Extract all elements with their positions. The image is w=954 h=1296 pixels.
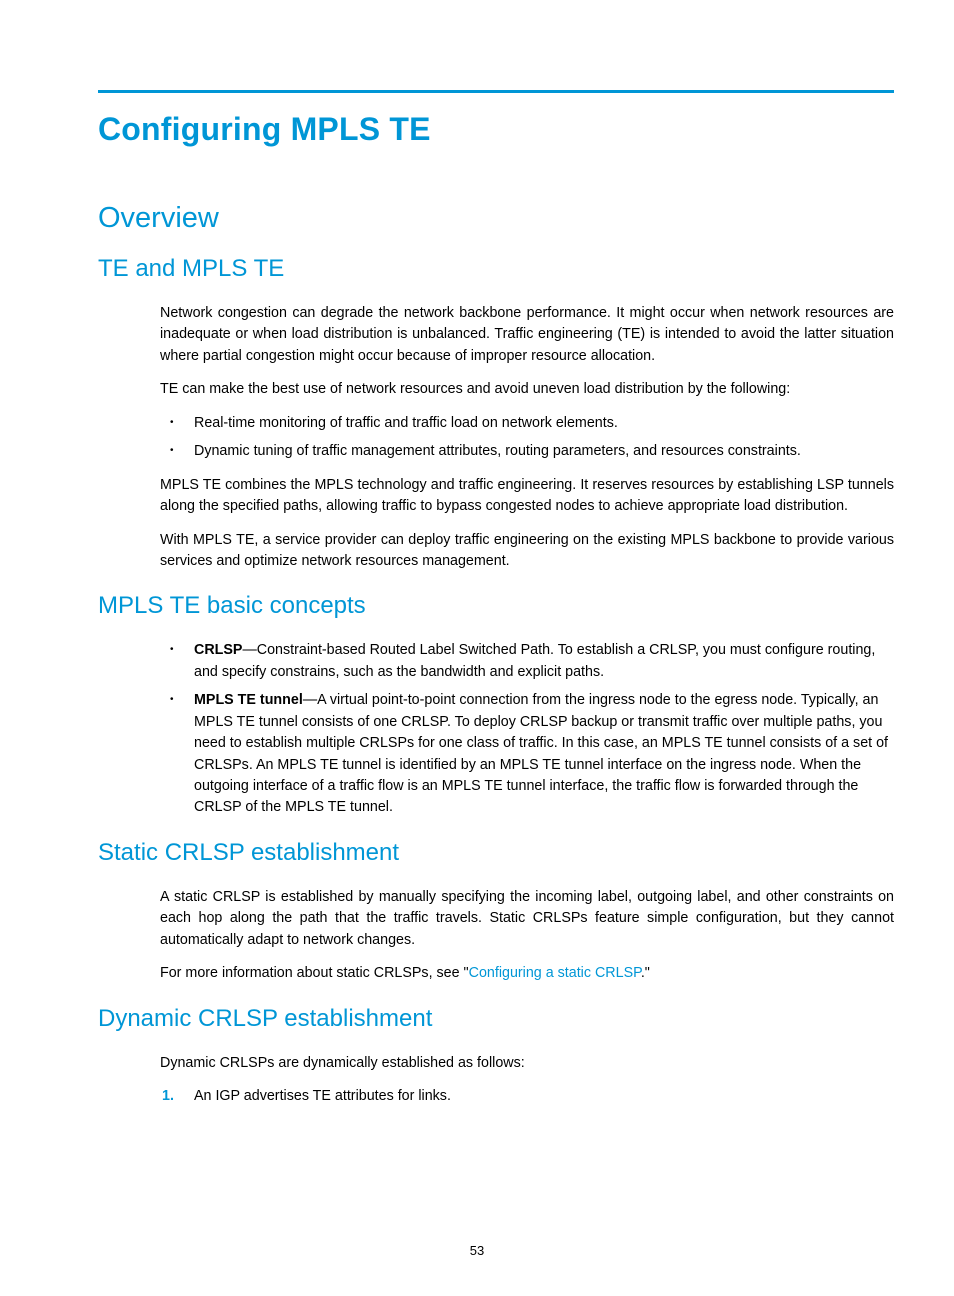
def-mpls-te-tunnel: —A virtual point-to-point connection fro…	[194, 692, 888, 815]
term-crlsp: CRLSP	[194, 642, 242, 658]
dynamic-steps: 1. An IGP advertises TE attributes for l…	[160, 1086, 894, 1107]
heading-te-and-mpls-te: TE and MPLS TE	[98, 255, 894, 283]
para-static-1: A static CRLSP is established by manuall…	[160, 887, 894, 951]
def-crlsp: —Constraint-based Routed Label Switched …	[194, 642, 875, 679]
link-configuring-static-crlsp[interactable]: Configuring a static CRLSP	[469, 965, 641, 981]
heading-dynamic-crlsp: Dynamic CRLSP establishment	[98, 1005, 894, 1033]
heading-basic-concepts: MPLS TE basic concepts	[98, 592, 894, 620]
concepts-list: CRLSP—Constraint-based Routed Label Swit…	[160, 640, 894, 819]
para-te-2: TE can make the best use of network reso…	[160, 379, 894, 400]
list-item: Real-time monitoring of traffic and traf…	[160, 413, 894, 434]
list-item: Dynamic tuning of traffic management att…	[160, 441, 894, 462]
para-te-3: MPLS TE combines the MPLS technology and…	[160, 475, 894, 518]
list-item: MPLS TE tunnel—A virtual point-to-point …	[160, 690, 894, 819]
heading-overview: Overview	[98, 202, 894, 235]
heading-static-crlsp: Static CRLSP establishment	[98, 839, 894, 867]
top-rule	[98, 90, 894, 93]
step-marker: 1.	[162, 1086, 174, 1107]
list-item: CRLSP—Constraint-based Routed Label Swit…	[160, 640, 894, 683]
para-te-1: Network congestion can degrade the netwo…	[160, 303, 894, 367]
page-title: Configuring MPLS TE	[98, 111, 894, 148]
term-mpls-te-tunnel: MPLS TE tunnel	[194, 692, 303, 708]
static-text-before: For more information about static CRLSPs…	[160, 965, 469, 981]
para-te-4: With MPLS TE, a service provider can dep…	[160, 530, 894, 573]
para-dynamic-1: Dynamic CRLSPs are dynamically establish…	[160, 1053, 894, 1074]
step-text: An IGP advertises TE attributes for link…	[194, 1088, 451, 1104]
list-item: 1. An IGP advertises TE attributes for l…	[160, 1086, 894, 1107]
para-static-2: For more information about static CRLSPs…	[160, 963, 894, 984]
page-number: 53	[0, 1243, 954, 1258]
static-text-after: ."	[641, 965, 650, 981]
te-bullet-list: Real-time monitoring of traffic and traf…	[160, 413, 894, 463]
